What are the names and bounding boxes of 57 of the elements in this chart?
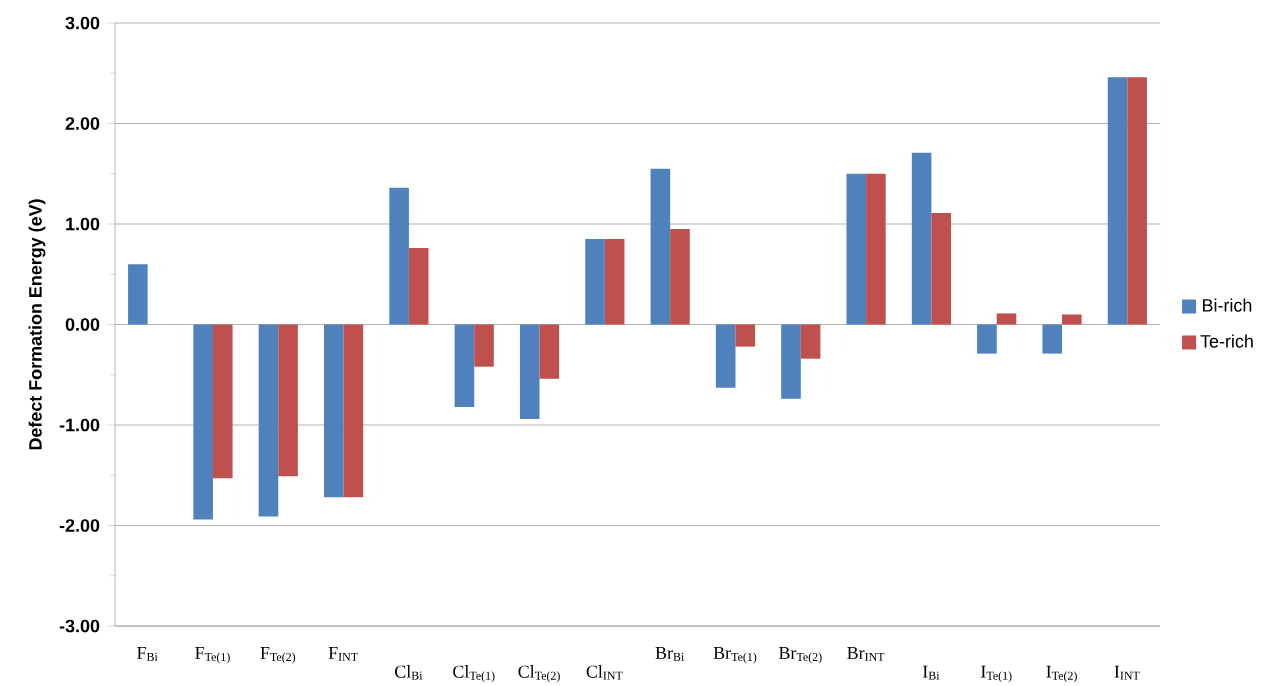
y-tick-label: 3.00 [65,16,100,30]
x-tick-label: Cl$_{INT}$ [586,665,623,680]
x-tick-label: Cl$_{Te(1)}$ [453,665,495,683]
bar [800,324,821,359]
bar [408,248,429,325]
y-tick-label: 2.00 [65,117,100,130]
x-tick-label: Cl$_{Te(2)}$ [518,665,560,683]
bar [996,313,1017,325]
bar [911,152,932,325]
x-tick-label: F$_{INT}$ [328,647,358,661]
bar [931,212,952,325]
bar [846,173,867,325]
bar [585,239,605,325]
x-tick-label: Cl$_{Bi}$ [395,665,423,680]
bar [128,264,148,325]
bar [735,324,756,347]
y-tick-label: -2.00 [59,519,100,532]
bar [193,324,213,520]
bar [474,324,494,367]
x-tick-label: I$_{Te(1)}$ [981,665,1012,683]
bar [715,324,736,388]
bar [258,324,279,517]
y-axis-title: Defect Formation Energy (eV) [28,199,46,450]
bar [389,187,409,325]
bar [670,229,690,325]
bar [866,173,886,325]
x-tick-label: I$_{Bi}$ [922,665,940,680]
bar [1042,324,1063,354]
bar [604,239,625,325]
x-tick-label: Br$_{INT}$ [847,647,885,661]
bar [650,168,671,325]
bar [1062,314,1082,325]
x-tick-label: I$_{Te(2)}$ [1046,665,1077,683]
bar [212,324,233,479]
x-tick-label: I$_{INT}$ [1114,665,1140,680]
x-tick-label: Br$_{Te(1)}$ [713,647,757,664]
legend-label: Te-rich [1200,334,1253,348]
bar [781,324,801,399]
bar [539,324,560,379]
x-tick-label: Br$_{Bi}$ [655,647,685,661]
bar [278,324,298,477]
x-tick-label: Br$_{Te(2)}$ [779,647,822,664]
y-tick-label: 1.00 [66,217,100,231]
bar [1127,77,1147,325]
bar [1107,77,1128,325]
x-tick-label: F$_{Bi}$ [137,647,158,661]
bar [454,324,475,407]
y-tick-label: 0.00 [65,318,100,331]
y-tick-label: -3.00 [59,619,100,633]
bar [324,324,344,498]
bar [977,324,997,354]
x-tick-label: F$_{Te(2)}$ [260,647,296,664]
x-tick-label: F$_{Te(1)}$ [195,647,230,664]
legend-label: Bi-rich [1203,298,1252,312]
bar [519,324,540,419]
bar [343,324,364,498]
y-tick-label: -1.00 [59,418,100,432]
